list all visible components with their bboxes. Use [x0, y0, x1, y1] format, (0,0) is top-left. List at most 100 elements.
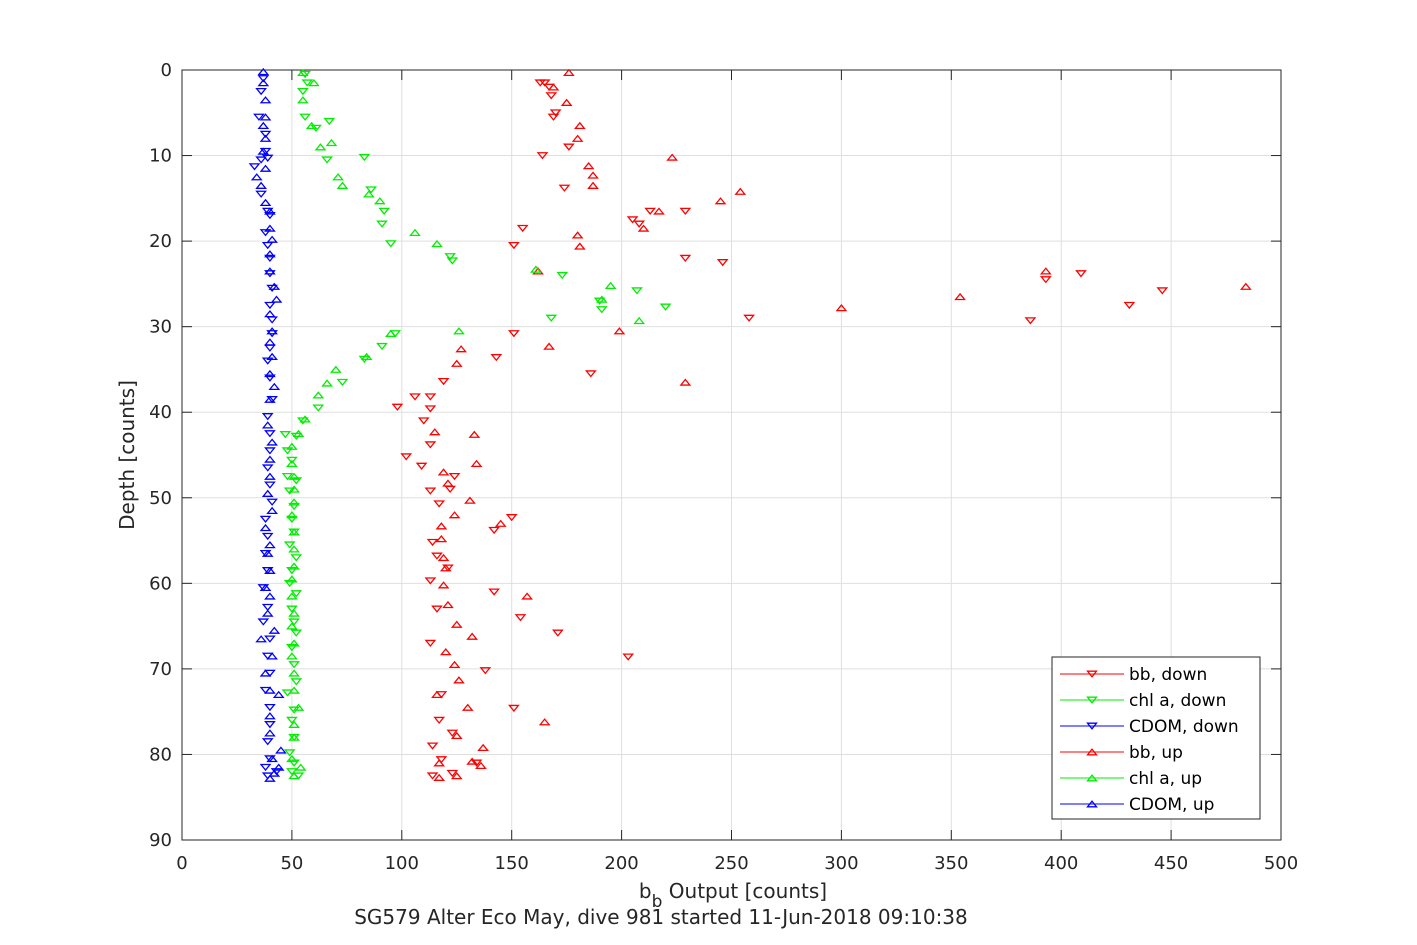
data-point — [633, 220, 646, 228]
data-point — [424, 405, 437, 413]
legend-label: CDOM, up — [1129, 795, 1214, 815]
data-point — [417, 417, 430, 425]
data-point — [633, 316, 646, 325]
data-point — [257, 67, 270, 76]
data-point — [264, 374, 276, 382]
data-point — [286, 442, 298, 450]
data-point — [1039, 276, 1052, 284]
data-point — [415, 462, 428, 470]
data-point — [437, 468, 450, 476]
y-tick-label: 60 — [149, 573, 172, 594]
data-point — [336, 378, 349, 387]
data-point — [264, 755, 276, 763]
x-tick-label: 350 — [934, 853, 968, 874]
y-tick-label: 10 — [149, 146, 172, 167]
data-point — [259, 515, 272, 523]
data-point — [264, 729, 276, 737]
data-point — [433, 500, 446, 508]
legend-label: chl a, up — [1129, 769, 1202, 789]
data-point — [292, 703, 305, 711]
data-point — [288, 485, 300, 493]
data-point — [290, 678, 303, 686]
data-point — [305, 121, 318, 130]
data-point — [571, 134, 584, 142]
legend-marker — [1086, 748, 1098, 756]
data-point — [283, 749, 296, 757]
x-tick-label: 200 — [604, 853, 638, 874]
data-point — [288, 498, 300, 506]
data-point — [264, 447, 276, 455]
legend-label: bb, up — [1129, 743, 1183, 763]
data-point — [286, 459, 298, 467]
data-point — [435, 535, 448, 543]
data-point — [439, 564, 452, 572]
data-point — [516, 224, 529, 233]
data-point — [259, 763, 272, 772]
data-point — [631, 287, 643, 295]
data-point — [268, 769, 281, 777]
series-1 — [279, 70, 672, 780]
legend-entries: bb, down chl a, down CDOM, down bb, up chl a… — [1060, 665, 1239, 815]
data-point — [378, 207, 391, 215]
data-point — [659, 303, 672, 311]
y-tick-label: 50 — [149, 488, 172, 509]
data-point — [261, 532, 274, 541]
data-point — [1156, 287, 1169, 295]
data-point — [264, 254, 276, 263]
x-axis-label-subscript: b — [652, 892, 663, 912]
data-point — [437, 377, 450, 386]
data-point — [255, 190, 267, 198]
data-point — [286, 768, 298, 776]
y-tick-label: 90 — [149, 830, 172, 851]
data-point — [714, 197, 727, 205]
data-point — [288, 669, 300, 677]
data-point — [255, 635, 267, 643]
data-point — [288, 562, 300, 570]
data-point — [266, 506, 278, 515]
x-axis-label-main: b — [639, 879, 652, 903]
data-point — [264, 566, 276, 574]
data-point — [266, 235, 278, 243]
data-point — [264, 541, 276, 549]
data-point — [571, 231, 584, 239]
data-point — [424, 393, 437, 401]
data-point — [448, 472, 461, 481]
legend-label: CDOM, down — [1129, 717, 1239, 737]
data-point — [644, 207, 657, 215]
data-point — [259, 113, 272, 121]
data-point — [297, 68, 309, 77]
series-5 — [250, 67, 287, 782]
data-point — [433, 716, 446, 725]
data-point — [450, 772, 463, 780]
data-point — [288, 472, 300, 480]
data-point — [477, 743, 489, 752]
data-point — [666, 153, 679, 161]
data-point — [508, 330, 520, 338]
data-point — [259, 130, 272, 138]
data-point — [286, 575, 298, 583]
data-point — [301, 79, 314, 87]
data-point — [466, 757, 478, 765]
data-point — [446, 257, 459, 265]
data-point — [679, 378, 692, 386]
data-point — [288, 686, 300, 694]
data-point — [448, 511, 461, 519]
data-point — [257, 75, 270, 83]
data-point — [286, 592, 298, 600]
x-tick-label: 300 — [824, 853, 858, 874]
data-point — [534, 79, 547, 87]
data-point — [508, 704, 520, 713]
data-point — [286, 515, 298, 523]
data-point — [446, 769, 459, 778]
data-point — [734, 187, 747, 195]
data-point — [391, 403, 404, 411]
data-point — [450, 620, 463, 628]
data-point — [308, 79, 320, 87]
data-point — [330, 365, 342, 373]
data-point — [270, 295, 283, 303]
data-point — [268, 626, 281, 634]
data-point — [261, 549, 274, 557]
y-tick-label: 40 — [149, 402, 172, 423]
data-point — [679, 254, 692, 263]
data-point — [428, 428, 441, 436]
